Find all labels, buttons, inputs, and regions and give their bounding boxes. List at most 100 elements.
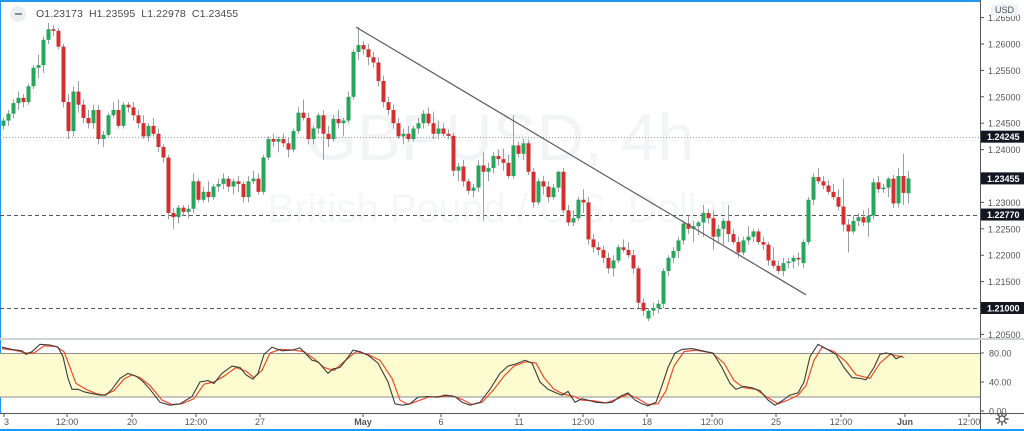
candle — [626, 242, 631, 258]
price-marker[interactable] — [981, 130, 1024, 143]
candle — [51, 25, 56, 37]
candle — [676, 236, 681, 258]
candle — [636, 265, 641, 308]
price-axis[interactable]: 1.26500 1.26000 1.25500 1.25000 1.24500 1.240… — [980, 0, 1024, 431]
candle — [41, 36, 46, 74]
candle — [896, 168, 901, 208]
candle — [731, 228, 736, 245]
candle — [161, 144, 166, 163]
candle — [461, 160, 466, 187]
candle — [601, 245, 606, 264]
candle — [306, 112, 311, 145]
candle — [96, 104, 101, 145]
candle — [681, 220, 686, 245]
candle — [631, 249, 636, 274]
candle — [6, 110, 11, 126]
candle — [181, 205, 186, 216]
candle — [451, 132, 456, 176]
candle — [341, 117, 346, 137]
candle — [406, 125, 411, 142]
candle — [316, 112, 321, 134]
price-marker-label: 1.22770 — [987, 210, 1020, 220]
candle — [516, 141, 521, 158]
candle — [116, 99, 121, 129]
price-marker[interactable] — [981, 302, 1024, 314]
time-tick-label: 27 — [255, 417, 265, 427]
candle — [111, 102, 116, 118]
candle — [521, 139, 526, 161]
candle — [596, 242, 601, 256]
candle — [376, 57, 381, 87]
candle — [491, 152, 496, 174]
candle — [336, 110, 341, 129]
candle — [656, 300, 661, 314]
price-marker[interactable] — [981, 172, 1024, 185]
price-marker[interactable] — [981, 208, 1024, 221]
candle — [651, 302, 656, 316]
candle — [256, 173, 261, 195]
candle — [606, 252, 611, 274]
legend-low: L1.22978 — [141, 8, 186, 20]
candle — [716, 224, 721, 242]
candle — [381, 75, 386, 108]
candle — [276, 136, 281, 153]
candle — [226, 176, 231, 192]
candle — [131, 102, 136, 121]
candle — [61, 44, 66, 108]
candle — [21, 94, 26, 108]
price-marker-label: 1.21000 — [987, 304, 1020, 314]
candle — [581, 189, 586, 213]
trendline[interactable] — [355, 26, 807, 296]
candle — [371, 51, 376, 68]
collapse-legend-button[interactable] — [10, 6, 26, 22]
candle — [836, 189, 841, 211]
stochastic-oscillator — [0, 338, 980, 407]
candle — [106, 112, 111, 137]
minus-icon — [14, 13, 22, 15]
candle — [91, 104, 96, 129]
candle — [11, 99, 16, 118]
candle — [711, 210, 716, 250]
candle — [501, 148, 506, 171]
candle — [66, 94, 71, 140]
price-tick-label: 1.20500 — [988, 330, 1021, 340]
candle — [186, 205, 191, 219]
candle — [126, 102, 131, 113]
candle — [391, 104, 396, 129]
candle — [566, 205, 571, 227]
price-tick-label: 1.24000 — [988, 145, 1021, 155]
candle — [346, 91, 351, 124]
candle — [861, 210, 866, 227]
candle — [271, 133, 276, 147]
time-axis[interactable]: 3 12:00 20 12:00 27 May 6 11 12:00 18 12:00 25 12:00… — [0, 413, 1024, 431]
candle — [281, 133, 286, 147]
legend-close: C1.23455 — [191, 8, 239, 20]
candle — [506, 154, 511, 179]
currency-label[interactable]: USD — [991, 4, 1019, 16]
candle — [551, 183, 556, 200]
time-tick-label: 12:00 — [830, 417, 853, 427]
candle — [541, 176, 546, 195]
candle — [721, 218, 726, 245]
ohlc-legend: O1.23173 H1.23595 L1.22978 C1.23455 — [10, 6, 244, 22]
oscillator-tick-label: 0.00 — [989, 407, 1007, 417]
candle — [906, 170, 911, 204]
price-tick-label: 1.22500 — [988, 224, 1021, 234]
price-tick-label: 1.21500 — [988, 277, 1021, 287]
candle — [386, 96, 391, 116]
candle — [536, 178, 541, 206]
candle — [231, 178, 236, 195]
candle — [166, 154, 171, 220]
candle — [176, 205, 181, 224]
candle — [876, 176, 881, 193]
descending-trendline[interactable] — [355, 26, 807, 296]
time-tick-label: 18 — [642, 417, 652, 427]
candle — [571, 210, 576, 227]
candle — [576, 197, 581, 221]
candle — [31, 65, 36, 89]
watermark-description: British Pound / U.S. Dollar — [268, 187, 733, 231]
candle — [236, 176, 241, 192]
candle — [646, 308, 651, 322]
settings-gear-icon[interactable] — [995, 412, 1009, 426]
